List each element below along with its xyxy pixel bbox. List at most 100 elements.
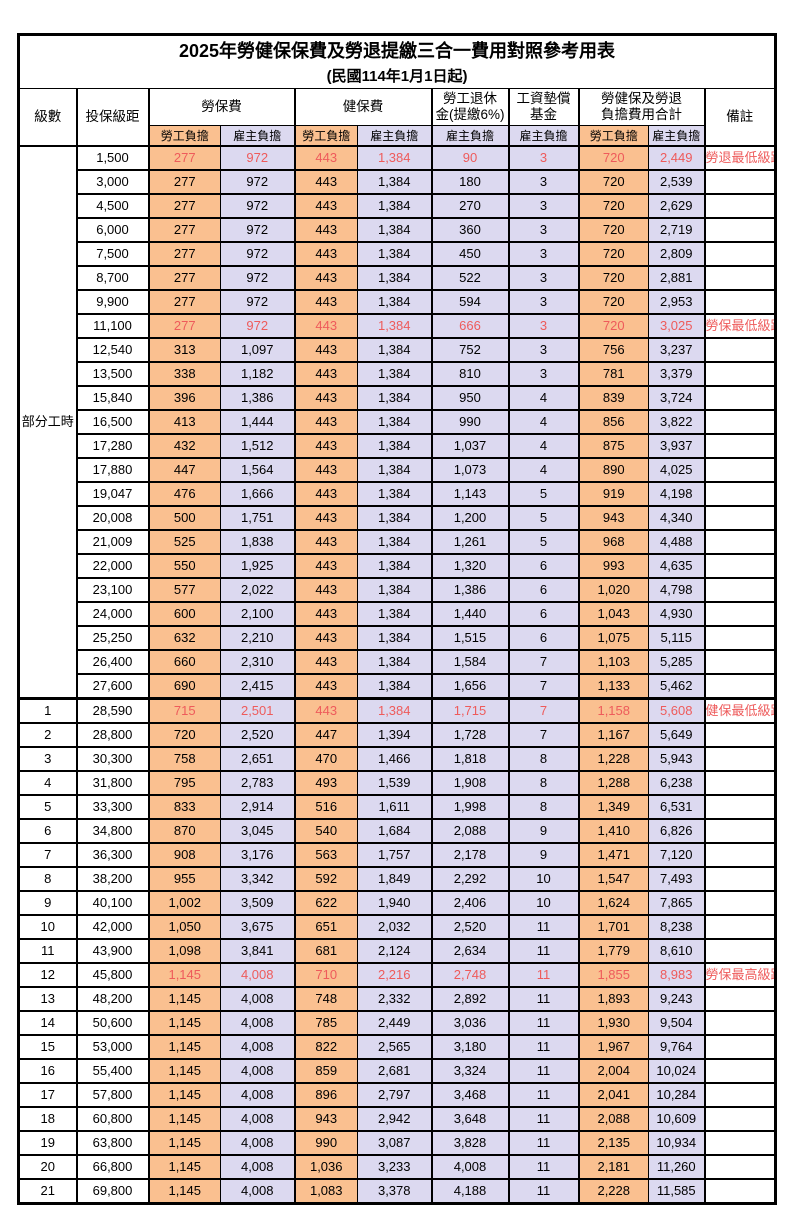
table-row: 9,900 277 972 443 1,384 594 3 720 2,953 (19, 289, 777, 315)
cell-remark (703, 722, 777, 748)
cell-total-employee: 1,228 (577, 746, 649, 772)
cell-total-employer: 2,719 (648, 217, 705, 243)
cell-labor-employer: 972 (220, 265, 295, 291)
cell-labor-employer: 2,651 (220, 746, 295, 772)
cell-health-employee: 443 (293, 169, 358, 195)
cell-bracket: 27,600 (75, 673, 149, 700)
cell-health-employer: 1,849 (357, 866, 432, 892)
cell-health-employer: 1,394 (357, 722, 432, 748)
table-row: 18 60,800 1,145 4,008 943 2,942 3,648 11 2,088 10… (18, 1106, 777, 1132)
cell-level: 1 (18, 697, 77, 724)
cell-bracket: 38,200 (75, 866, 149, 892)
cell-health-employer: 1,466 (357, 746, 432, 772)
cell-health-employer: 1,611 (357, 794, 432, 820)
cell-labor-employee: 1,002 (147, 890, 221, 916)
table-row: 4,500 277 972 443 1,384 270 3 720 2,629 (19, 193, 777, 219)
cell-pension-employer: 3,468 (430, 1082, 509, 1108)
cell-pension-employer: 1,037 (430, 433, 509, 459)
cell-labor-employer: 2,310 (220, 649, 295, 675)
cell-health-employer: 2,032 (357, 914, 432, 940)
cell-labor-employee: 1,145 (147, 1106, 221, 1132)
table-row: 5 33,300 833 2,914 516 1,611 1,998 8 1,349 6,531 (18, 794, 777, 820)
header-group-row: 級數 投保級距 勞保費 健保費 勞工退休 金(提繳6%) 工資墊償 基金 勞健保… (18, 88, 777, 147)
cell-wage-fund-employer: 5 (507, 481, 579, 507)
cell-total-employer: 10,934 (648, 1130, 705, 1156)
cell-health-employee: 859 (293, 1058, 358, 1084)
cell-labor-employer: 3,841 (220, 938, 295, 964)
cell-remark (703, 193, 777, 219)
cell-bracket: 6,000 (75, 217, 149, 243)
table-row: 3 30,300 758 2,651 470 1,466 1,818 8 1,228 5,943 (18, 746, 777, 772)
cell-labor-employee: 1,145 (147, 1058, 221, 1084)
cell-total-employee: 839 (577, 385, 649, 411)
cell-remark (703, 217, 777, 243)
cell-pension-employer: 1,656 (430, 673, 509, 700)
cell-wage-fund-employer: 3 (507, 145, 579, 171)
cell-health-employer: 3,087 (357, 1130, 432, 1156)
col-header-remark: 備註 (703, 88, 777, 147)
cell-health-employer: 1,384 (357, 289, 432, 315)
cell-health-employer: 1,539 (357, 770, 432, 796)
col-header-wage-fund: 工資墊償 基金 (507, 88, 579, 126)
cell-wage-fund-employer: 8 (507, 770, 579, 796)
cell-bracket: 69,800 (75, 1178, 149, 1205)
table-title-block: 2025年勞健保保費及勞退提繳三合一費用對照參考用表 (民國114年1月1日起) (17, 34, 777, 89)
cell-health-employee: 622 (293, 890, 358, 916)
subheader-health-employer: 雇主負擔 (357, 125, 432, 147)
cell-pension-employer: 990 (430, 409, 509, 435)
cell-labor-employer: 4,008 (220, 1106, 295, 1132)
cell-health-employee: 785 (293, 1010, 358, 1036)
cell-total-employer: 10,024 (648, 1058, 705, 1084)
cell-wage-fund-employer: 3 (507, 289, 579, 315)
cell-health-employer: 1,384 (357, 553, 432, 579)
cell-total-employee: 1,547 (577, 866, 649, 892)
cell-labor-employer: 2,210 (220, 625, 295, 651)
cell-labor-employee: 833 (147, 794, 221, 820)
cell-remark (703, 649, 777, 675)
cell-bracket: 45,800 (75, 962, 149, 988)
cell-total-employer: 2,629 (648, 193, 705, 219)
cell-total-employee: 720 (577, 193, 649, 219)
cell-health-employee: 748 (293, 986, 358, 1012)
cell-wage-fund-employer: 7 (507, 697, 579, 724)
cell-wage-fund-employer: 10 (507, 866, 579, 892)
cell-bracket: 17,280 (75, 433, 149, 459)
cell-bracket: 20,008 (75, 505, 149, 531)
cell-remark (703, 505, 777, 531)
cell-bracket: 28,590 (75, 697, 149, 724)
table-header: 2025年勞健保保費及勞退提繳三合一費用對照參考用表 (民國114年1月1日起)… (17, 34, 777, 147)
cell-pension-employer: 3,324 (430, 1058, 509, 1084)
cell-total-employer: 8,983 (648, 962, 705, 988)
cell-total-employer: 3,025 (648, 313, 705, 339)
cell-health-employee: 443 (293, 433, 358, 459)
cell-labor-employer: 4,008 (220, 1178, 295, 1205)
cell-wage-fund-employer: 11 (507, 1130, 579, 1156)
cell-bracket: 16,500 (75, 409, 149, 435)
cell-total-employee: 1,288 (577, 770, 649, 796)
page-title: 2025年勞健保保費及勞退提繳三合一費用對照參考用表 (179, 41, 616, 61)
cell-bracket: 1,500 (75, 145, 149, 171)
table-row: 3,000 277 972 443 1,384 180 3 720 2,539 (19, 169, 777, 195)
cell-bracket: 57,800 (75, 1082, 149, 1108)
cell-total-employer: 4,635 (648, 553, 705, 579)
cell-labor-employee: 720 (147, 722, 221, 748)
cell-total-employer: 4,488 (648, 529, 705, 555)
cell-remark (703, 361, 777, 387)
cell-total-employer: 7,493 (648, 866, 705, 892)
cell-wage-fund-employer: 11 (507, 962, 579, 988)
cell-remark (703, 1034, 777, 1060)
cell-health-employee: 443 (293, 361, 358, 387)
cell-bracket: 26,400 (75, 649, 149, 675)
cell-bracket: 13,500 (75, 361, 149, 387)
cell-labor-employee: 277 (147, 289, 221, 315)
cell-pension-employer: 2,892 (430, 986, 509, 1012)
cell-bracket: 3,000 (75, 169, 149, 195)
cell-labor-employee: 1,145 (147, 962, 221, 988)
cell-labor-employee: 632 (147, 625, 221, 651)
cell-level: 2 (18, 722, 77, 748)
cell-bracket: 53,000 (75, 1034, 149, 1060)
cell-labor-employee: 908 (147, 842, 221, 868)
cell-remark (703, 986, 777, 1012)
cell-bracket: 19,047 (75, 481, 149, 507)
